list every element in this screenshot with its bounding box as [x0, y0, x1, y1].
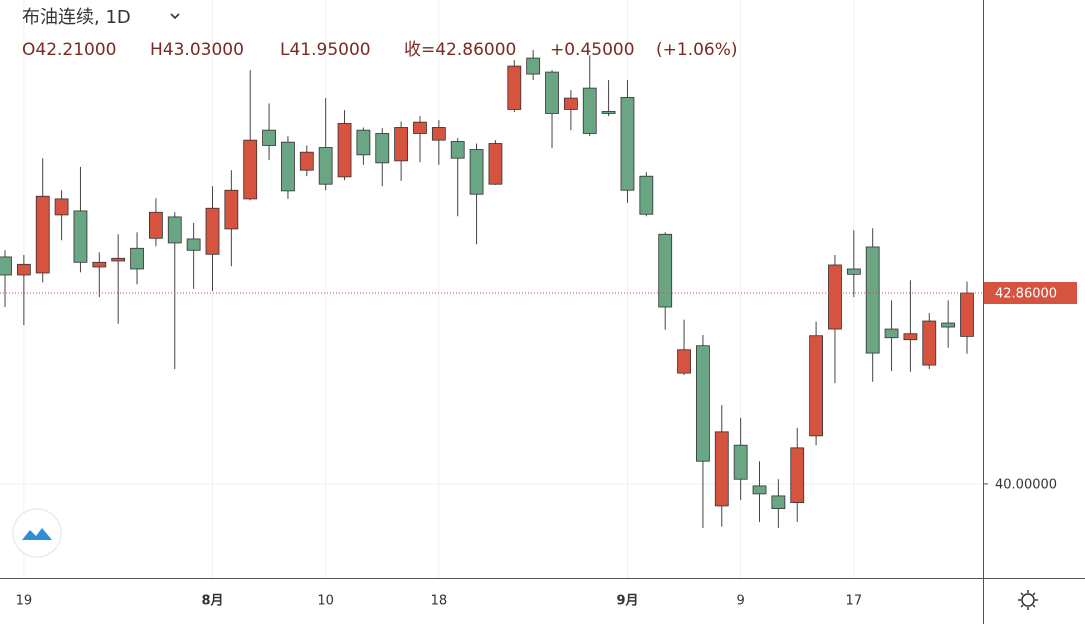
x-tick-label: 17: [846, 594, 863, 609]
x-tick-label: 18: [431, 594, 448, 609]
settings-icon[interactable]: [1018, 590, 1038, 610]
candle-body: [149, 211, 163, 239]
candle-body: [545, 71, 559, 114]
candle-body: [205, 207, 220, 255]
candles: [0, 50, 974, 528]
candle-body: [35, 195, 50, 274]
candle-body: [16, 263, 31, 276]
candle-body: [469, 149, 484, 195]
change-pct-label: (+1.06%): [656, 40, 738, 60]
open-label: O42.21000: [22, 40, 117, 60]
candle-body: [130, 247, 144, 270]
x-tick-label: 10: [317, 594, 334, 609]
candle-body: [375, 133, 390, 164]
candle-body: [960, 292, 974, 337]
candle-body: [318, 147, 333, 185]
candle-body: [488, 143, 503, 185]
candle-body: [167, 216, 182, 244]
candle-body: [337, 123, 352, 178]
candle-body: [733, 444, 748, 480]
candle-body: [884, 328, 899, 339]
candle-body: [281, 141, 295, 192]
last-price-box: [984, 282, 1077, 305]
candle-body: [677, 349, 691, 374]
candle-body: [92, 261, 107, 268]
close-label: 收=42.86000: [404, 40, 516, 60]
high-label: H43.03000: [150, 40, 244, 60]
candle-body: [243, 139, 258, 200]
candle-body: [224, 189, 239, 230]
y-tick-label: 40.00000: [995, 477, 1057, 492]
candle-body: [0, 256, 12, 276]
chart-title: 布油连续, 1D: [22, 7, 131, 28]
candle-body: [828, 264, 842, 330]
candle-body: [941, 322, 956, 328]
x-tick-label: 8月: [201, 594, 223, 609]
candle-body: [563, 97, 578, 110]
candle-body: [299, 151, 314, 171]
candle-body: [922, 320, 937, 366]
candle-body: [54, 198, 69, 216]
candle-body: [582, 87, 597, 134]
candle-body: [262, 129, 276, 146]
candle-body: [507, 65, 522, 110]
candle-body: [771, 495, 786, 509]
ohlc-header: O42.21000 H43.03000 L41.95000 收=42.86000…: [22, 40, 738, 60]
candle-body: [450, 141, 465, 159]
candle-body: [394, 127, 409, 162]
candle-body: [696, 345, 710, 462]
change-label: +0.45000: [550, 40, 635, 60]
dropdown-icon[interactable]: [170, 13, 180, 20]
candle-body: [413, 121, 427, 134]
candle-body: [752, 485, 767, 495]
overlay: 42.86000: [0, 282, 1077, 305]
candle-body: [111, 257, 126, 262]
candle-body: [639, 175, 654, 215]
candle-body: [846, 268, 861, 275]
candle-body: [73, 210, 88, 263]
candle-body: [714, 431, 729, 507]
last-price-label: 42.86000: [995, 287, 1057, 302]
candle-body: [526, 57, 541, 75]
candle-body: [356, 129, 371, 156]
x-tick-label: 9: [737, 594, 745, 609]
logo[interactable]: [12, 508, 62, 558]
candle-body: [658, 233, 673, 308]
candle-body: [620, 97, 635, 191]
candle-body: [790, 447, 805, 503]
candle-body: [601, 111, 616, 114]
candle-body: [186, 238, 201, 251]
candle-body: [431, 127, 446, 141]
candle-body: [809, 335, 823, 437]
low-label: L41.95000: [280, 40, 371, 60]
candle-body: [865, 246, 880, 354]
candle-body: [903, 333, 918, 341]
x-tick-label: 19: [16, 594, 33, 609]
x-tick-label: 9月: [616, 594, 638, 609]
